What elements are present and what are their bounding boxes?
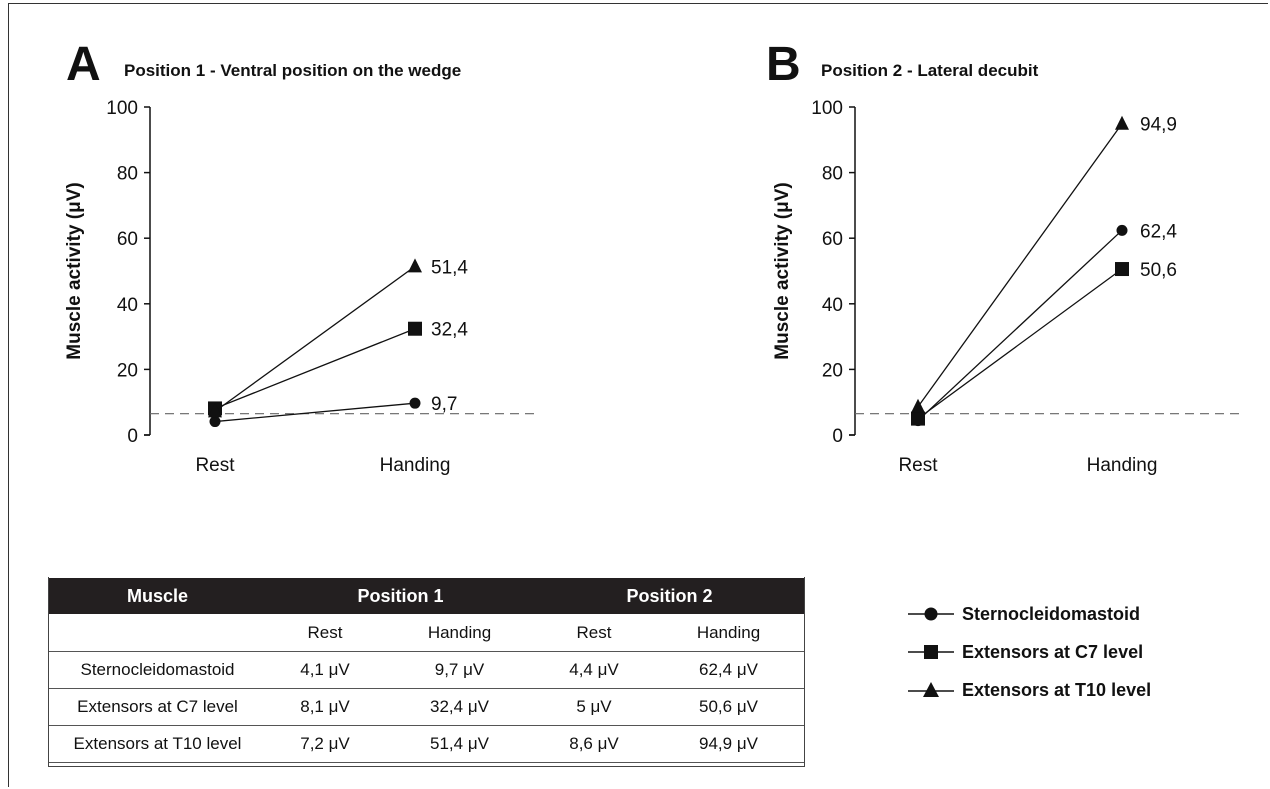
legend-label: Extensors at C7 level [962,641,1144,662]
header-muscle: Muscle [49,578,266,614]
y-tick-label: 60 [822,229,843,250]
y-tick-label: 20 [822,360,843,381]
cell-muscle: Sternocleidomastoid [49,651,266,689]
y-tick-label: 100 [106,98,138,119]
cell-value: 4,1 μV [266,651,385,689]
data-table: Muscle Position 1 Position 2 Rest Handin… [49,578,804,763]
cell-value: 50,6 μV [653,688,804,726]
data-label: 50,6 [1140,260,1177,281]
subheader-blank [49,614,266,652]
data-label: 9,7 [431,394,457,415]
cell-value: 9,7 μV [384,651,535,689]
y-tick-label: 80 [822,164,843,185]
cell-value: 94,9 μV [653,725,804,763]
cell-value: 5 μV [534,688,653,726]
legend-item: Extensors at C7 level [906,633,1151,671]
series-line [214,402,416,423]
circle-marker-icon [908,607,954,621]
cell-value: 8,1 μV [266,688,385,726]
subheader-handing-2: Handing [653,614,804,652]
table-subheader-row: Rest Handing Rest Handing [49,614,804,652]
data-point-square [911,411,925,426]
series-line [917,268,1123,420]
y-tick-label: 0 [832,426,843,447]
cell-value: 32,4 μV [384,688,535,726]
y-tick-label: 40 [117,295,138,316]
header-position-2: Position 2 [534,578,804,614]
chart-title: Position 1 - Ventral position on the wed… [124,61,461,80]
series-line [214,265,416,412]
y-tick-label: 40 [822,295,843,316]
data-point-circle [209,416,221,428]
x-tick-label: Handing [1087,455,1158,476]
header-position-1: Position 1 [266,578,535,614]
table-header-row: Muscle Position 1 Position 2 [49,578,804,614]
y-tick-label: 60 [117,229,138,250]
data-point-triangle [1115,115,1129,130]
data-point-circle [1116,224,1128,236]
data-point-square [408,321,422,336]
chart-title: Position 2 - Lateral decubit [821,61,1039,80]
data-point-circle [409,397,421,409]
legend-item: Extensors at T10 level [906,671,1151,709]
cell-value: 4,4 μV [534,651,653,689]
legend-label: Extensors at T10 level [962,679,1152,700]
panel-letter: A [66,38,101,91]
data-label: 51,4 [431,257,468,278]
square-marker-icon [908,645,954,659]
y-axis-label: Muscle activity (μV) [772,182,793,359]
x-tick-label: Handing [380,455,451,476]
cell-value: 51,4 μV [384,725,535,763]
legend: Sternocleidomastoid Extensors at C7 leve… [906,595,1151,709]
chart-panel-a: A Position 1 - Ventral position on the we… [64,38,540,476]
y-tick-label: 100 [811,98,843,119]
y-tick-label: 0 [127,426,138,447]
triangle-marker-icon [908,682,954,697]
legend-label: Sternocleidomastoid [962,603,1141,624]
x-tick-label: Rest [898,455,938,476]
figure-frame [8,3,1268,787]
table-row: Sternocleidomastoid 4,1 μV 9,7 μV 4,4 μV… [49,651,804,689]
series-line [214,328,416,410]
data-label: 94,9 [1140,115,1177,136]
table-row: Extensors at T10 level 7,2 μV 51,4 μV 8,… [49,725,804,763]
data-label: 62,4 [1140,221,1177,242]
cell-value: 8,6 μV [534,725,653,763]
cell-value: 62,4 μV [653,651,804,689]
cell-muscle: Extensors at T10 level [49,725,266,763]
subheader-rest-1: Rest [266,614,385,652]
series-line [917,229,1123,422]
data-point-square [1115,262,1129,277]
table-row: Extensors at C7 level 8,1 μV 32,4 μV 5 μ… [49,688,804,726]
series-line [917,123,1123,408]
x-tick-label: Rest [195,455,235,476]
subheader-handing-1: Handing [384,614,535,652]
data-point-triangle [408,258,422,273]
y-tick-label: 20 [117,360,138,381]
cell-value: 7,2 μV [266,725,385,763]
data-label: 32,4 [431,320,468,341]
data-point-triangle [911,398,925,413]
subheader-rest-2: Rest [534,614,653,652]
data-point-triangle [208,403,222,418]
y-tick-label: 80 [117,164,138,185]
chart-panel-b: B Position 2 - Lateral decubit 0 20 40 60 80 10… [766,38,1245,476]
legend-item: Sternocleidomastoid [906,595,1151,633]
panel-letter: B [766,38,801,91]
cell-muscle: Extensors at C7 level [49,688,266,726]
y-axis-label: Muscle activity (μV) [64,182,85,359]
table-border [48,577,805,767]
